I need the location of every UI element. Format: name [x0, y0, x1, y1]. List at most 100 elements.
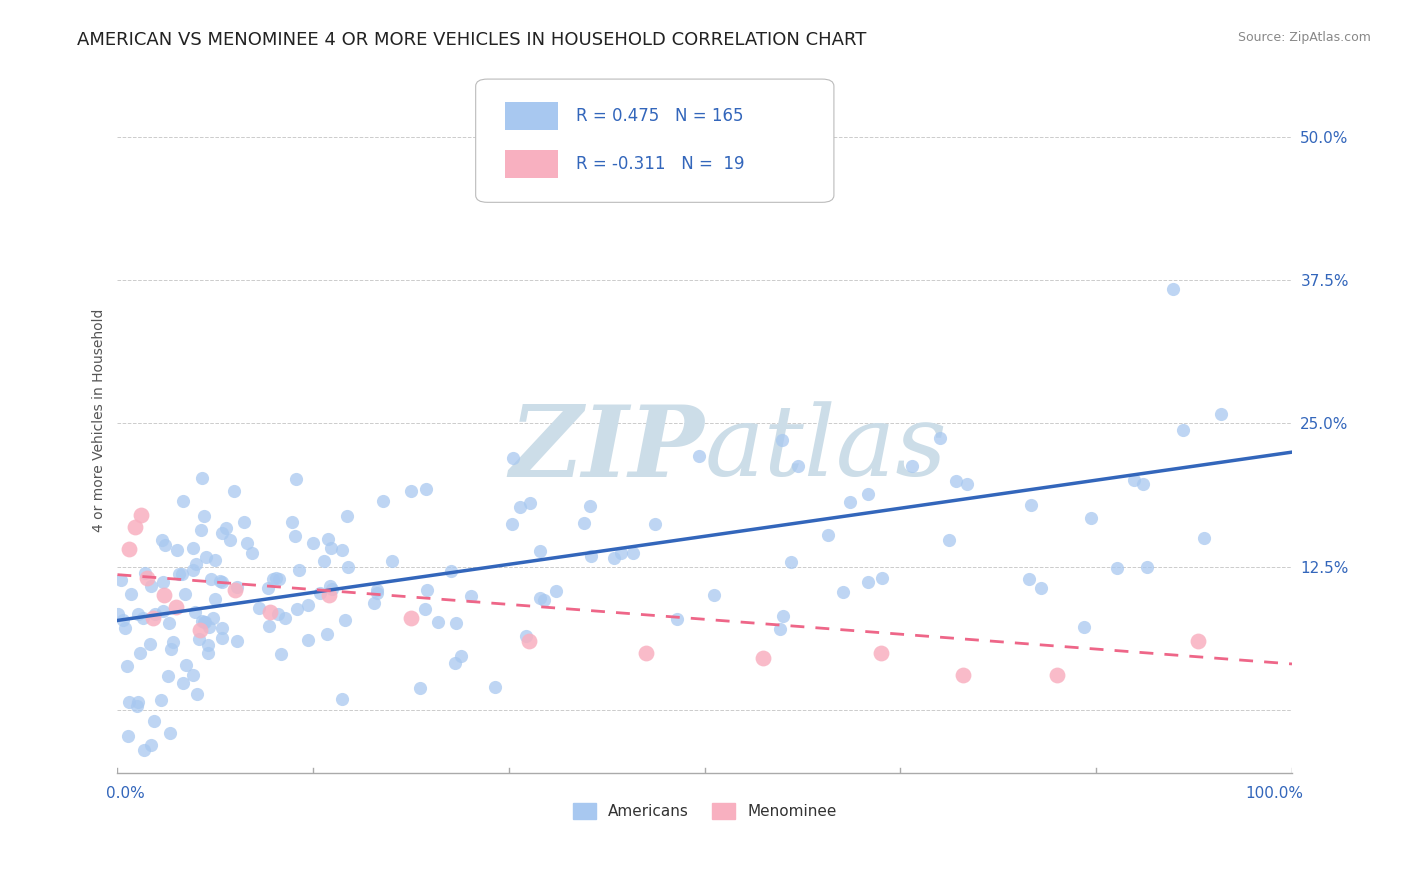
Point — [409, 681, 432, 696]
Point — [141, 738, 163, 752]
Point — [141, 579, 163, 593]
Point — [184, 606, 207, 620]
Point — [786, 458, 808, 473]
Point — [165, 599, 187, 614]
Point — [336, 559, 359, 574]
Point — [297, 598, 319, 612]
Point — [579, 500, 602, 514]
Point — [312, 554, 335, 568]
Point — [634, 646, 657, 660]
Point — [1132, 477, 1154, 491]
Point — [191, 614, 214, 628]
Point — [194, 615, 217, 630]
Text: Source: ZipAtlas.com: Source: ZipAtlas.com — [1237, 31, 1371, 45]
Y-axis label: 4 or more Vehicles in Household: 4 or more Vehicles in Household — [93, 309, 107, 533]
Text: R = 0.475   N = 165: R = 0.475 N = 165 — [575, 107, 742, 125]
Point — [603, 550, 626, 565]
Text: R = -0.311   N =  19: R = -0.311 N = 19 — [575, 154, 744, 172]
Point — [174, 586, 197, 600]
Point — [162, 635, 184, 649]
Point — [280, 515, 302, 529]
Point — [856, 575, 879, 590]
Legend: Americans, Menominee: Americans, Menominee — [567, 797, 842, 825]
Point — [330, 692, 353, 706]
Point — [831, 585, 853, 599]
Point — [621, 546, 644, 560]
Point — [515, 629, 537, 643]
Point — [444, 615, 467, 630]
Point — [233, 515, 256, 529]
Point — [159, 725, 181, 739]
Point — [856, 487, 879, 501]
Point — [297, 632, 319, 647]
Point — [319, 579, 342, 593]
Point — [688, 450, 710, 464]
Point — [401, 483, 423, 498]
Point — [193, 615, 215, 629]
Point — [517, 634, 540, 648]
Point — [270, 647, 292, 661]
Point — [269, 572, 291, 586]
Point — [195, 549, 218, 564]
Point — [211, 621, 233, 635]
Point — [945, 474, 967, 488]
Point — [225, 580, 247, 594]
Point — [285, 472, 308, 486]
Point — [519, 495, 541, 509]
Point — [572, 516, 595, 530]
Point — [226, 633, 249, 648]
Point — [167, 567, 190, 582]
Point — [224, 582, 246, 597]
Point — [153, 588, 176, 602]
Point — [416, 583, 439, 598]
Point — [193, 508, 215, 523]
Point — [134, 566, 156, 581]
Point — [1018, 572, 1040, 586]
Point — [211, 631, 233, 645]
Point — [529, 591, 551, 605]
Text: AMERICAN VS MENOMINEE 4 OR MORE VEHICLES IN HOUSEHOLD CORRELATION CHART: AMERICAN VS MENOMINEE 4 OR MORE VEHICLES… — [77, 31, 866, 49]
Point — [240, 546, 263, 560]
Point — [1187, 634, 1209, 648]
Point — [870, 646, 893, 660]
Point — [181, 541, 204, 556]
Point — [427, 615, 450, 630]
Point — [181, 668, 204, 682]
Point — [817, 528, 839, 542]
Point — [952, 668, 974, 682]
Point — [208, 574, 231, 589]
Point — [129, 508, 152, 522]
Point — [308, 586, 330, 600]
Point — [870, 571, 893, 585]
Point — [318, 588, 340, 602]
Point — [150, 533, 173, 548]
Point — [460, 589, 482, 603]
Point — [110, 573, 132, 587]
Point — [366, 585, 388, 599]
Point — [1209, 407, 1232, 421]
Point — [262, 572, 284, 586]
Point — [838, 494, 860, 508]
Point — [901, 459, 924, 474]
Point — [124, 519, 146, 533]
Point — [236, 535, 259, 549]
Point — [215, 521, 238, 535]
Point — [152, 575, 174, 590]
Point — [381, 554, 404, 568]
Point — [181, 563, 204, 577]
Point — [128, 646, 150, 660]
Point — [132, 611, 155, 625]
Point — [501, 516, 523, 531]
Point — [139, 637, 162, 651]
Point — [1031, 581, 1053, 595]
Text: ZIP: ZIP — [510, 401, 704, 497]
Point — [127, 695, 149, 709]
FancyBboxPatch shape — [475, 79, 834, 202]
Point — [224, 484, 246, 499]
FancyBboxPatch shape — [505, 150, 558, 178]
Point — [259, 606, 281, 620]
Point — [415, 482, 437, 496]
Point — [135, 571, 157, 585]
Point — [440, 564, 463, 578]
Point — [156, 669, 179, 683]
